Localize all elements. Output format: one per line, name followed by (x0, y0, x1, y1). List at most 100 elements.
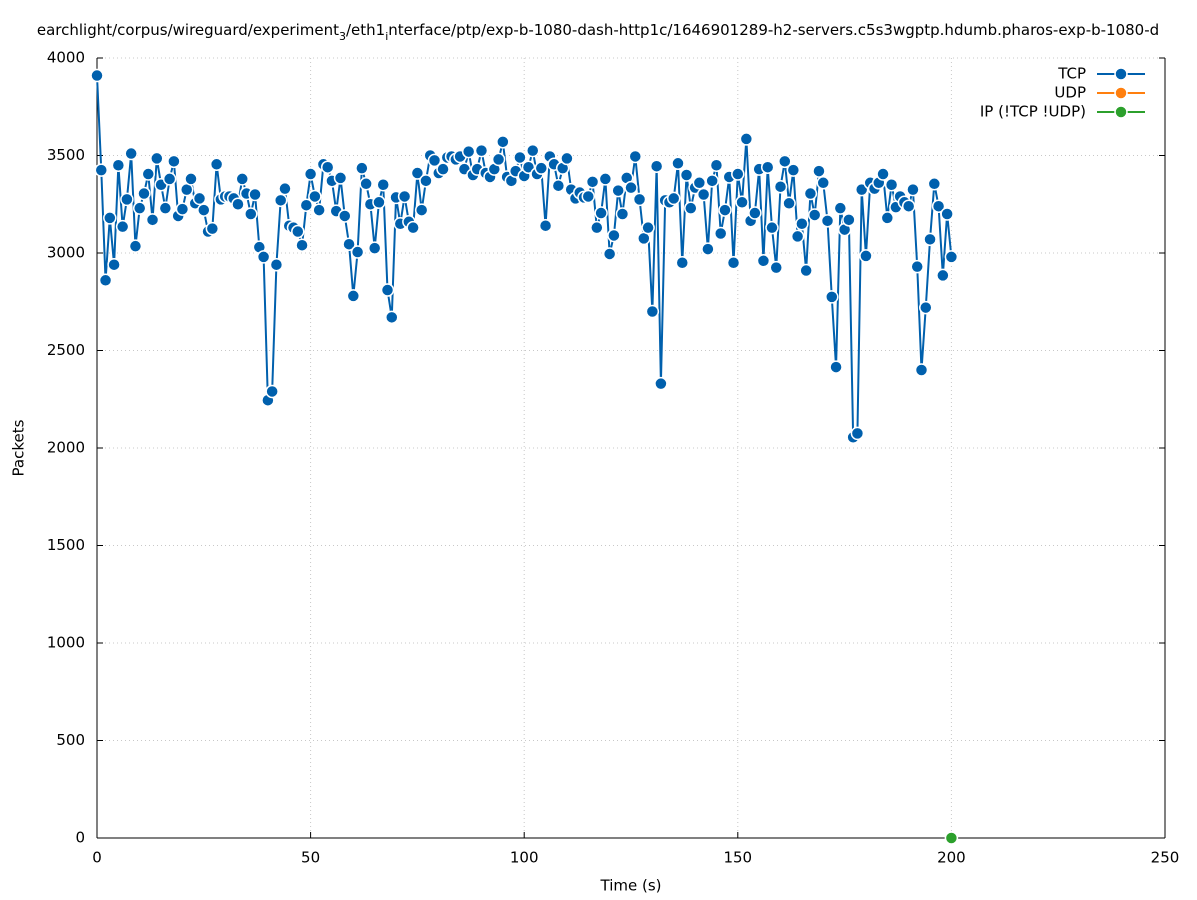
y-tick-label: 0 (75, 829, 85, 847)
data-point (150, 151, 164, 166)
data-point (137, 186, 151, 201)
data-point (632, 192, 647, 207)
data-point (244, 207, 258, 221)
data-point (807, 208, 822, 222)
data-point (876, 167, 890, 181)
data-point (812, 164, 826, 178)
data-point (910, 259, 924, 274)
data-point (372, 195, 386, 210)
data-point (735, 195, 749, 210)
y-tick-label: 2000 (47, 439, 85, 457)
data-point (90, 68, 104, 83)
data-point (376, 178, 390, 192)
data-point (799, 263, 813, 278)
data-point (248, 187, 262, 202)
data-point (167, 154, 181, 169)
legend-marker (1114, 105, 1128, 119)
data-point (124, 146, 138, 161)
data-point (107, 257, 121, 272)
data-point (320, 160, 335, 174)
data-point (496, 135, 510, 149)
data-point (671, 156, 685, 171)
data-point (273, 193, 288, 208)
legend-marker (1114, 67, 1128, 81)
data-point (923, 232, 937, 247)
data-point (765, 220, 779, 235)
data-point (645, 304, 660, 319)
data-point (829, 360, 843, 374)
data-point (906, 182, 920, 197)
data-point (833, 201, 848, 215)
data-point (303, 167, 318, 181)
data-point (756, 254, 771, 268)
data-point (654, 376, 668, 391)
y-tick-label: 4000 (47, 49, 85, 67)
data-point (256, 250, 271, 264)
x-tick-label: 50 (301, 849, 320, 867)
y-tick-label: 2500 (47, 341, 85, 359)
data-point (927, 177, 942, 191)
data-point (299, 198, 314, 212)
data-point (880, 211, 895, 225)
data-point (278, 181, 292, 196)
data-point (231, 197, 245, 211)
data-point (607, 228, 621, 243)
y-tick-label: 3000 (47, 244, 85, 262)
data-point (291, 224, 305, 239)
data-point (825, 290, 839, 304)
data-point (380, 283, 395, 297)
data-point (709, 158, 724, 172)
y-tick-label: 1500 (47, 536, 85, 554)
data-point (585, 175, 600, 189)
legend-label: TCP (1057, 65, 1086, 83)
data-point (684, 201, 698, 215)
data-point (884, 178, 899, 192)
legend-marker (1114, 86, 1128, 100)
series-line (96, 75, 953, 440)
x-tick-label: 250 (1151, 849, 1180, 867)
data-point (936, 268, 950, 283)
data-point (338, 209, 352, 223)
data-point (842, 213, 856, 227)
data-point (940, 207, 954, 221)
data-point (820, 214, 835, 228)
data-point (696, 187, 711, 202)
data-point (718, 203, 732, 217)
data-point (350, 245, 365, 259)
data-point (590, 220, 604, 235)
data-point (944, 250, 959, 264)
x-tick-label: 150 (723, 849, 752, 867)
data-point (919, 300, 933, 315)
data-point (491, 152, 506, 167)
data-point (615, 207, 630, 221)
data-point (551, 178, 566, 193)
data-point (713, 226, 728, 241)
data-point (162, 172, 177, 186)
data-point (461, 144, 476, 159)
data-point (778, 154, 792, 169)
data-point (197, 203, 211, 217)
data-point (786, 163, 801, 177)
data-point (901, 199, 916, 213)
data-point (534, 161, 549, 175)
data-point (308, 189, 322, 204)
data-point (641, 220, 655, 235)
title-part: nterface/ptp/exp-b-1080-dash-http1c/1646… (388, 21, 1159, 39)
data-point (602, 247, 617, 261)
chart-title: earchlight/corpus/wireguard/experiment3/… (37, 21, 1159, 43)
data-point (295, 238, 309, 252)
data-point (850, 426, 865, 441)
data-point (679, 168, 694, 182)
data-point (474, 143, 489, 158)
data-point (406, 220, 420, 235)
title-part: i (385, 30, 388, 43)
data-point (803, 186, 818, 201)
x-axis-label: Time (s) (600, 877, 662, 895)
data-point (111, 158, 126, 172)
data-point (175, 202, 190, 216)
data-point (269, 257, 284, 272)
title-part: earchlight/corpus/wireguard/experiment (37, 21, 339, 39)
data-point (346, 289, 361, 303)
data-point (513, 150, 527, 165)
